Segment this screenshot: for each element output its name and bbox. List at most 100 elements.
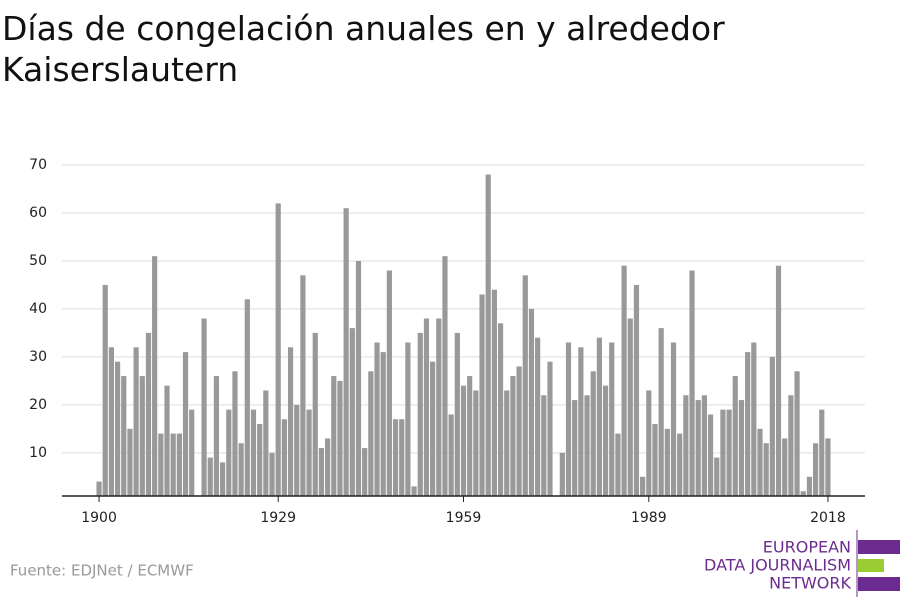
bar xyxy=(411,486,417,496)
bar xyxy=(578,347,584,496)
bar xyxy=(541,395,547,496)
bar xyxy=(176,433,182,496)
y-tick-label: 20 xyxy=(29,397,47,413)
bar xyxy=(788,395,794,496)
bar xyxy=(565,342,572,496)
bar xyxy=(819,409,825,496)
x-tick-label: 1900 xyxy=(81,510,117,526)
bar xyxy=(467,376,473,496)
bar xyxy=(510,376,516,496)
bar xyxy=(362,448,368,496)
bar xyxy=(380,352,386,496)
bar xyxy=(306,409,312,496)
source: Fuente: EDJNet / ECMWF xyxy=(10,562,194,580)
bar xyxy=(127,428,133,496)
bar xyxy=(232,371,238,496)
bar xyxy=(220,462,226,496)
logo-text: NETWORK xyxy=(769,574,851,593)
bar xyxy=(96,481,102,496)
bar xyxy=(584,395,590,496)
bar xyxy=(300,275,306,496)
bar xyxy=(145,332,152,496)
bar xyxy=(405,342,411,496)
bar xyxy=(504,390,510,496)
y-tick-label: 60 xyxy=(29,205,47,221)
bar xyxy=(726,409,732,496)
bar xyxy=(670,342,677,496)
bar xyxy=(454,332,460,496)
bar xyxy=(275,203,281,496)
bar xyxy=(189,409,195,496)
bar xyxy=(158,433,164,496)
bar xyxy=(139,376,145,496)
bar xyxy=(782,438,788,496)
bar xyxy=(689,270,695,496)
logo-text: DATA JOURNALISM xyxy=(704,556,851,575)
bar xyxy=(806,476,813,496)
bar xyxy=(800,491,806,496)
bar xyxy=(423,318,430,496)
bar xyxy=(343,208,349,496)
logo-text: EUROPEAN xyxy=(763,538,851,557)
bar xyxy=(201,318,207,496)
bar xyxy=(473,390,479,496)
bar xyxy=(250,409,257,496)
bar xyxy=(528,308,535,496)
bar xyxy=(244,299,250,496)
bar xyxy=(318,448,325,496)
bar xyxy=(430,361,436,496)
bar xyxy=(152,256,158,496)
bar xyxy=(738,400,745,496)
bar xyxy=(497,323,504,496)
logo-bar xyxy=(858,540,900,554)
bar xyxy=(460,385,467,496)
bar xyxy=(257,424,263,496)
y-tick-label: 50 xyxy=(29,253,47,269)
logo-bar xyxy=(858,559,884,572)
bar xyxy=(794,371,800,496)
bar xyxy=(646,390,652,496)
bar xyxy=(720,409,726,496)
x-tick-label: 1959 xyxy=(446,510,482,526)
bar xyxy=(701,395,707,496)
bar xyxy=(287,347,294,496)
bar xyxy=(448,414,454,496)
bar xyxy=(213,376,220,496)
bar xyxy=(349,328,355,496)
bar xyxy=(732,376,738,496)
bar xyxy=(695,400,701,496)
bar xyxy=(572,400,578,496)
logo-bar xyxy=(858,577,900,591)
bar xyxy=(386,270,392,496)
bar xyxy=(325,438,331,496)
bar xyxy=(108,347,115,496)
bar xyxy=(609,342,615,496)
x-tick-label: 1989 xyxy=(631,510,667,526)
chart-title: Días de congelación anuales en y alreded… xyxy=(2,9,725,89)
bar xyxy=(417,332,423,496)
bar xyxy=(763,443,769,496)
x-tick-label: 2018 xyxy=(810,510,846,526)
bar xyxy=(436,318,442,496)
bar xyxy=(627,318,633,496)
bar xyxy=(516,366,522,496)
bar xyxy=(269,452,275,496)
bar xyxy=(677,433,683,496)
bar xyxy=(355,260,362,496)
bar xyxy=(442,256,448,496)
bar xyxy=(714,457,720,496)
bar xyxy=(331,376,337,496)
bar xyxy=(238,443,244,496)
y-tick-label: 40 xyxy=(29,301,47,317)
bar xyxy=(121,376,127,496)
bar xyxy=(757,428,763,496)
bar xyxy=(226,409,232,496)
bar xyxy=(164,385,170,496)
bar xyxy=(374,342,380,496)
bar xyxy=(368,371,374,496)
bar xyxy=(769,356,775,496)
bar xyxy=(658,328,664,496)
bar xyxy=(707,414,714,496)
